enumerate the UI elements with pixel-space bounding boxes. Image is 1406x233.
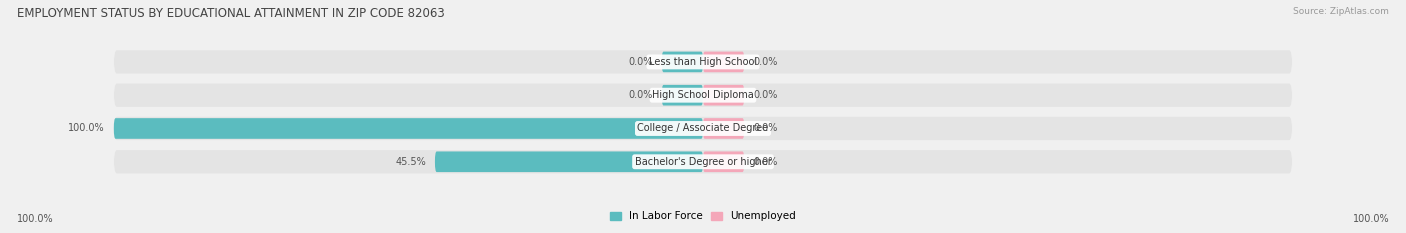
Text: EMPLOYMENT STATUS BY EDUCATIONAL ATTAINMENT IN ZIP CODE 82063: EMPLOYMENT STATUS BY EDUCATIONAL ATTAINM…	[17, 7, 444, 20]
Text: 45.5%: 45.5%	[395, 157, 426, 167]
Text: 0.0%: 0.0%	[754, 157, 778, 167]
Text: 0.0%: 0.0%	[754, 123, 778, 134]
Text: 100.0%: 100.0%	[69, 123, 105, 134]
Text: 0.0%: 0.0%	[754, 57, 778, 67]
Text: Source: ZipAtlas.com: Source: ZipAtlas.com	[1294, 7, 1389, 16]
FancyBboxPatch shape	[703, 85, 744, 106]
FancyBboxPatch shape	[434, 151, 703, 172]
Text: Bachelor's Degree or higher: Bachelor's Degree or higher	[634, 157, 772, 167]
FancyBboxPatch shape	[703, 151, 744, 172]
Text: College / Associate Degree: College / Associate Degree	[637, 123, 769, 134]
FancyBboxPatch shape	[114, 84, 1292, 107]
FancyBboxPatch shape	[114, 50, 1292, 74]
Text: 0.0%: 0.0%	[754, 90, 778, 100]
Text: Less than High School: Less than High School	[650, 57, 756, 67]
FancyBboxPatch shape	[662, 51, 703, 72]
FancyBboxPatch shape	[114, 150, 1292, 173]
FancyBboxPatch shape	[703, 51, 744, 72]
Text: 0.0%: 0.0%	[628, 57, 652, 67]
FancyBboxPatch shape	[662, 85, 703, 106]
Text: 0.0%: 0.0%	[628, 90, 652, 100]
Text: High School Diploma: High School Diploma	[652, 90, 754, 100]
FancyBboxPatch shape	[114, 117, 1292, 140]
FancyBboxPatch shape	[114, 118, 703, 139]
Text: 100.0%: 100.0%	[1353, 214, 1389, 224]
Text: 100.0%: 100.0%	[17, 214, 53, 224]
FancyBboxPatch shape	[703, 118, 744, 139]
Legend: In Labor Force, Unemployed: In Labor Force, Unemployed	[606, 207, 800, 226]
